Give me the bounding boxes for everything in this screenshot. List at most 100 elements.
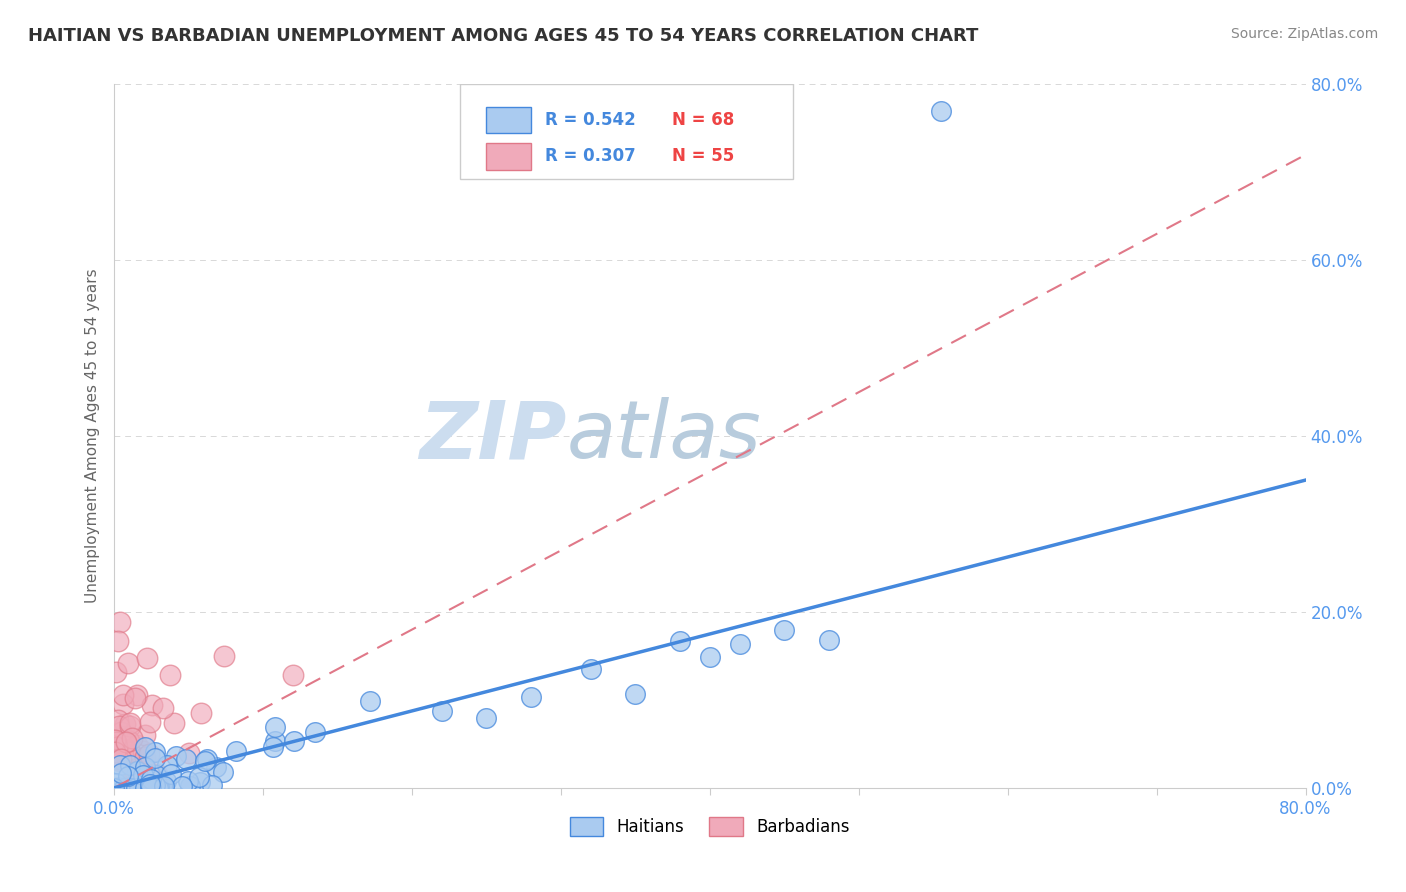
Point: [153, 780, 176, 795]
Point: [115, 780, 138, 794]
Point: [104, 735, 127, 749]
Point: [134, 760, 156, 774]
Y-axis label: Unemployment Among Ages 45 to 54 years: Unemployment Among Ages 45 to 54 years: [86, 268, 100, 604]
Point: [121, 731, 143, 746]
Point: [107, 719, 129, 733]
Point: [127, 761, 149, 775]
Point: [112, 780, 135, 795]
Point: [108, 615, 131, 629]
Text: ZIP: ZIP: [419, 397, 567, 475]
Point: [104, 780, 127, 795]
Point: [117, 769, 139, 783]
Point: [212, 765, 235, 780]
Point: [201, 778, 224, 792]
Point: [145, 778, 167, 792]
Point: [134, 780, 156, 795]
Point: [159, 668, 181, 682]
Point: [520, 690, 543, 704]
Point: [124, 690, 146, 705]
Point: [105, 742, 128, 756]
Point: [117, 743, 139, 757]
Point: [107, 751, 129, 765]
Point: [179, 779, 201, 793]
Point: [143, 751, 166, 765]
Point: [128, 780, 150, 795]
Point: [110, 747, 132, 762]
Point: [174, 752, 197, 766]
Point: [135, 780, 157, 795]
Point: [104, 776, 127, 790]
Point: [121, 780, 143, 795]
Text: N = 68: N = 68: [672, 111, 734, 128]
Point: [165, 748, 187, 763]
Point: [104, 665, 127, 679]
Point: [117, 656, 139, 670]
Point: [110, 752, 132, 766]
Point: [579, 662, 602, 676]
Point: [118, 757, 141, 772]
Point: [138, 747, 160, 761]
Text: N = 55: N = 55: [672, 147, 734, 165]
Point: [104, 745, 127, 759]
Point: [212, 649, 235, 664]
Point: [120, 780, 142, 795]
Point: [107, 780, 129, 795]
Point: [108, 780, 131, 795]
Point: [138, 715, 160, 730]
Point: [148, 780, 170, 794]
Point: [929, 103, 952, 118]
Point: [156, 757, 179, 772]
Text: R = 0.542: R = 0.542: [546, 111, 636, 128]
Point: [149, 780, 172, 795]
Point: [124, 780, 146, 795]
Point: [127, 738, 149, 752]
Point: [132, 767, 155, 781]
Point: [141, 780, 163, 795]
Point: [262, 740, 284, 755]
Point: [105, 740, 128, 755]
Point: [149, 780, 172, 795]
Bar: [486, 143, 531, 169]
Point: [624, 687, 647, 701]
Point: [125, 689, 148, 703]
Point: [152, 701, 174, 715]
Text: Source: ZipAtlas.com: Source: ZipAtlas.com: [1230, 27, 1378, 41]
Point: [135, 651, 157, 665]
Point: [188, 770, 211, 784]
Point: [118, 734, 141, 748]
Point: [430, 704, 453, 718]
Point: [283, 734, 305, 748]
Point: [204, 760, 226, 774]
FancyBboxPatch shape: [460, 85, 793, 179]
Point: [134, 740, 156, 755]
Point: [114, 729, 136, 743]
Point: [475, 711, 498, 725]
Point: [188, 775, 211, 789]
Point: [143, 745, 166, 759]
Bar: [486, 106, 531, 133]
Point: [304, 725, 326, 739]
Point: [195, 752, 218, 766]
Point: [111, 697, 134, 711]
Point: [139, 772, 162, 786]
Text: R = 0.307: R = 0.307: [546, 147, 636, 165]
Point: [225, 743, 247, 757]
Point: [108, 758, 131, 772]
Point: [125, 764, 148, 778]
Point: [110, 725, 132, 739]
Point: [115, 735, 138, 749]
Point: [121, 780, 143, 795]
Point: [699, 650, 721, 665]
Point: [359, 694, 381, 708]
Point: [112, 733, 135, 747]
Point: [141, 698, 163, 713]
Point: [104, 752, 127, 766]
Point: [163, 716, 186, 731]
Point: [190, 706, 212, 721]
Point: [132, 744, 155, 758]
Point: [177, 746, 200, 760]
Point: [264, 720, 287, 734]
Legend: Haitians, Barbadians: Haitians, Barbadians: [564, 810, 856, 843]
Point: [107, 713, 129, 727]
Point: [107, 633, 129, 648]
